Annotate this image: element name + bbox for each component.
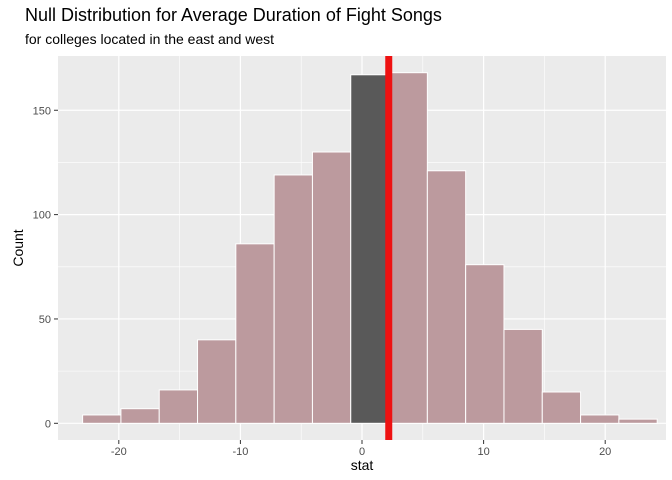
y-tick-label: 0 bbox=[45, 418, 51, 430]
histogram-bar bbox=[388, 72, 428, 424]
histogram-bar bbox=[580, 414, 620, 424]
histogram-bar bbox=[503, 328, 543, 424]
axis-ticks: -20 -10 0 10 20 0 50 100 150 bbox=[33, 105, 612, 458]
x-tick-label: 0 bbox=[359, 446, 365, 458]
histogram-bar bbox=[235, 243, 275, 424]
histogram-bar bbox=[273, 174, 313, 424]
y-tick-label: 150 bbox=[33, 105, 51, 117]
histogram-bar bbox=[426, 170, 467, 424]
histogram-bar bbox=[465, 264, 505, 424]
x-tick-label: 10 bbox=[477, 446, 489, 458]
histogram-bar bbox=[82, 414, 122, 424]
histogram-bar bbox=[618, 418, 658, 424]
x-tick-label: 20 bbox=[599, 446, 611, 458]
chart-title: Null Distribution for Average Duration o… bbox=[25, 5, 442, 25]
histogram-bar bbox=[120, 408, 160, 424]
y-tick-label: 100 bbox=[33, 210, 51, 222]
histogram-bar bbox=[311, 151, 352, 424]
histogram-bar bbox=[197, 339, 237, 424]
x-axis-label: stat bbox=[351, 457, 374, 473]
x-tick-label: -10 bbox=[232, 446, 248, 458]
histogram-bar bbox=[541, 391, 582, 424]
chart-subtitle: for colleges located in the east and wes… bbox=[25, 31, 275, 47]
histogram-bar-shaded bbox=[350, 74, 390, 424]
x-tick-label: -20 bbox=[111, 446, 127, 458]
y-axis-label: Count bbox=[10, 229, 26, 266]
histogram-bar bbox=[158, 389, 199, 424]
histogram-bars bbox=[82, 72, 658, 424]
y-tick-label: 50 bbox=[39, 314, 51, 326]
